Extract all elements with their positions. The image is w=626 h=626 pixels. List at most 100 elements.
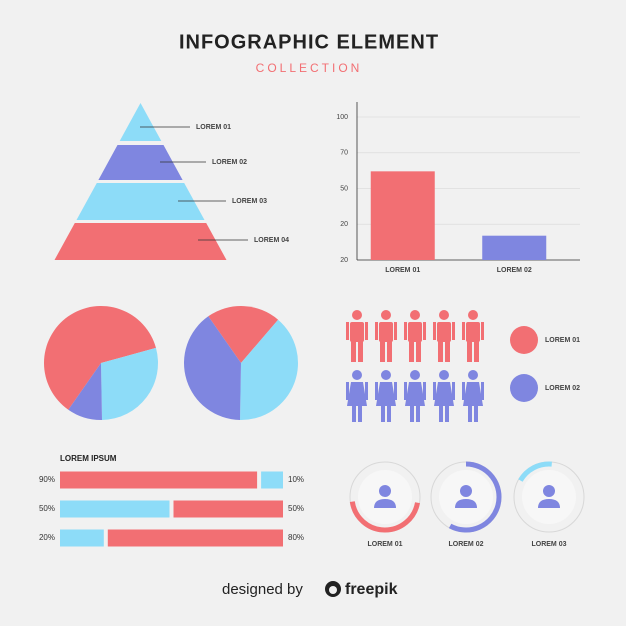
person-leg	[387, 406, 391, 422]
legend-label: LOREM 01	[545, 337, 580, 344]
avatar-head	[543, 485, 555, 497]
radial-label: LOREM 02	[448, 541, 483, 548]
person-arm	[404, 322, 407, 340]
person-body	[408, 322, 422, 342]
person-head	[352, 370, 362, 380]
avatar-head	[460, 485, 472, 497]
x-tick-label: LOREM 01	[385, 267, 420, 274]
person-arm	[375, 322, 378, 340]
person-leg	[351, 340, 356, 362]
footer: designed by freepik	[222, 581, 398, 598]
person-arm	[423, 382, 426, 400]
person-arm	[365, 382, 368, 400]
person-leg	[380, 340, 385, 362]
pie-slice	[240, 319, 299, 420]
pyramid-label: LOREM 04	[254, 237, 289, 244]
person-leg	[445, 406, 449, 422]
avatar-body	[455, 499, 477, 508]
title: INFOGRAPHIC ELEMENT	[179, 31, 439, 53]
pictogram-icon	[404, 370, 426, 422]
pictogram-icon	[375, 370, 397, 422]
person-leg	[387, 340, 392, 362]
pictogram-icon	[462, 310, 484, 362]
pie-slice	[101, 347, 159, 420]
radial-arc	[349, 501, 420, 533]
person-arm	[394, 322, 397, 340]
pyramid-layer	[54, 223, 227, 260]
pictogram-icon	[462, 370, 484, 422]
person-head	[410, 310, 420, 320]
person-head	[381, 310, 391, 320]
person-leg	[352, 406, 356, 422]
avatar-body	[374, 499, 396, 508]
bar	[482, 235, 547, 260]
radial-arc	[518, 461, 552, 482]
person-leg	[467, 340, 472, 362]
pictogram-icon	[404, 310, 426, 362]
person-leg	[468, 406, 472, 422]
person-head	[381, 370, 391, 380]
person-arm	[375, 382, 378, 400]
progress-bar	[107, 529, 283, 547]
pictogram-icon	[346, 370, 368, 422]
x-tick-label: LOREM 02	[497, 267, 532, 274]
person-leg	[409, 340, 414, 362]
person-head	[439, 310, 449, 320]
radial-label: LOREM 03	[531, 541, 566, 548]
person-arm	[404, 382, 407, 400]
person-body	[350, 322, 364, 342]
progress-bar	[60, 529, 104, 547]
person-leg	[416, 406, 420, 422]
pictogram-icon	[375, 310, 397, 362]
avatar-head	[379, 485, 391, 497]
progress-title: LOREM IPSUM	[60, 454, 117, 463]
pyramid-label: LOREM 01	[196, 124, 231, 131]
y-tick-label: 100	[336, 114, 348, 121]
person-leg	[445, 340, 450, 362]
pyramid-label: LOREM 02	[212, 159, 247, 166]
progress-label: 80%	[288, 533, 304, 542]
person-leg	[358, 340, 363, 362]
person-arm	[433, 382, 436, 400]
person-arm	[423, 322, 426, 340]
progress-label: 90%	[39, 475, 55, 484]
progress-label: 50%	[288, 504, 304, 513]
person-arm	[365, 322, 368, 340]
legend-label: LOREM 02	[545, 385, 580, 392]
progress-bar	[261, 471, 283, 489]
person-body	[347, 382, 367, 406]
progress-label: 20%	[39, 533, 55, 542]
progress-bar	[60, 500, 170, 518]
person-head	[410, 370, 420, 380]
person-arm	[452, 382, 455, 400]
pictogram-icon	[433, 370, 455, 422]
person-leg	[358, 406, 362, 422]
person-body	[434, 382, 454, 406]
person-arm	[452, 322, 455, 340]
person-body	[376, 382, 396, 406]
pyramid-layer	[98, 145, 183, 180]
person-arm	[462, 382, 465, 400]
person-body	[379, 322, 393, 342]
pie-slice	[183, 316, 241, 420]
progress-label: 10%	[288, 475, 304, 484]
person-body	[463, 382, 483, 406]
person-leg	[439, 406, 443, 422]
person-leg	[410, 406, 414, 422]
radial-arc	[448, 461, 502, 533]
y-tick-label: 20	[340, 257, 348, 264]
person-arm	[394, 382, 397, 400]
y-tick-label: 70	[340, 150, 348, 157]
pyramid-layer	[76, 183, 205, 220]
legend-swatch	[510, 326, 538, 354]
radial-label: LOREM 01	[367, 541, 402, 548]
person-arm	[346, 322, 349, 340]
brand: freepik	[345, 581, 398, 598]
avatar-body	[538, 499, 560, 508]
legend-swatch	[510, 374, 538, 402]
footer-text: designed by	[222, 581, 303, 598]
person-leg	[416, 340, 421, 362]
y-tick-label: 50	[340, 185, 348, 192]
pie-slice	[44, 306, 156, 410]
